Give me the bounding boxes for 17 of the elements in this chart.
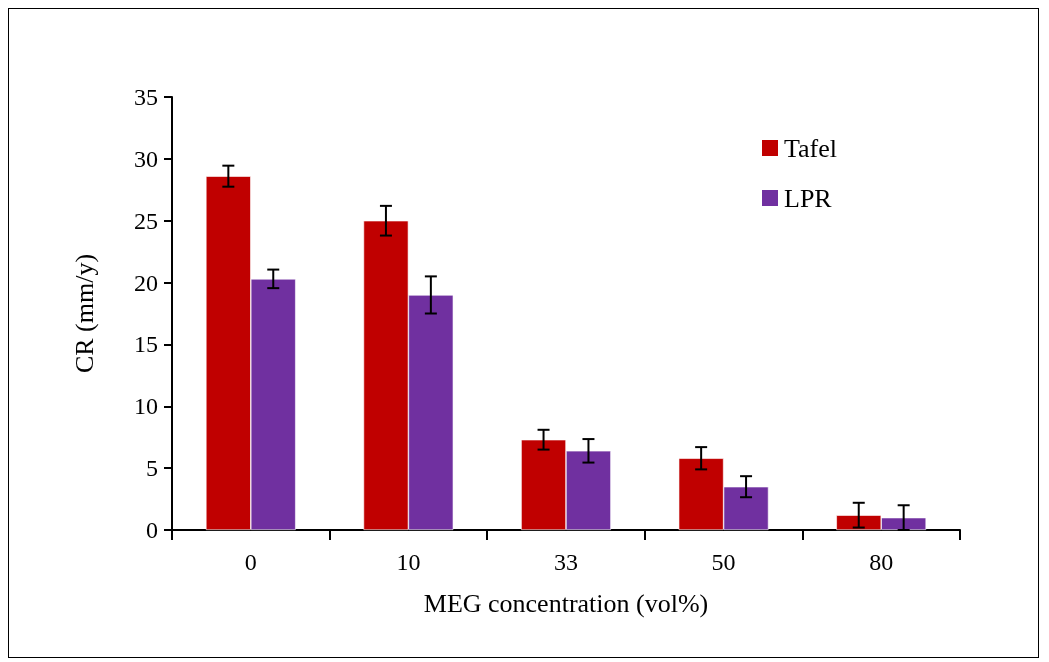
y-tick-label: 30 [134, 145, 158, 172]
legend-label: LPR [784, 183, 833, 213]
legend-label: Tafel [784, 133, 838, 163]
x-tick-label: 50 [711, 549, 736, 575]
x-axis-title: MEG concentration (vol%) [423, 588, 709, 618]
y-tick-label: 25 [134, 207, 158, 234]
y-axis-title: CR (mm/y) [69, 253, 99, 374]
x-tick-label: 33 [554, 549, 578, 575]
y-tick-label: 35 [134, 84, 158, 110]
y-tick-label: 5 [146, 455, 158, 482]
x-tick-label: 10 [396, 549, 421, 575]
y-tick-label: 0 [146, 517, 158, 543]
y-tick-label: 10 [134, 393, 158, 420]
y-tick-label: 20 [134, 269, 158, 296]
x-tick-label: 0 [244, 549, 257, 575]
y-tick-label: 15 [134, 331, 158, 358]
x-tick-label: 80 [869, 549, 894, 575]
